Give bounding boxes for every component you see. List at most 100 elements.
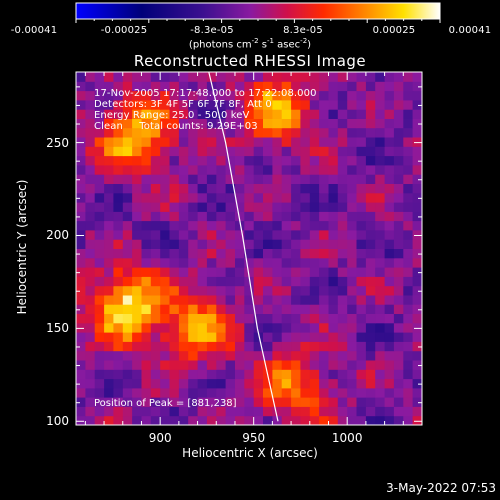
heatmap-cell	[94, 350, 105, 361]
heatmap-cell	[356, 257, 367, 268]
heatmap-cell	[281, 415, 292, 426]
heatmap-cell	[253, 406, 264, 417]
heatmap-cell	[309, 267, 320, 277]
heatmap-cell	[347, 137, 358, 147]
heatmap-cell	[160, 118, 171, 129]
heatmap-cell	[178, 239, 189, 249]
heatmap-cell	[393, 90, 404, 101]
heatmap-cell	[206, 415, 217, 426]
heatmap-cell	[94, 90, 105, 101]
heatmap-cell	[244, 220, 255, 231]
heatmap-cell	[160, 322, 171, 333]
heatmap-cell	[328, 99, 339, 110]
heatmap-cell	[206, 267, 217, 277]
heatmap-cell	[337, 174, 348, 184]
heatmap-cell	[375, 267, 386, 277]
heatmap-cell	[412, 118, 423, 129]
heatmap-cell	[188, 239, 199, 249]
heatmap-cell	[384, 211, 395, 222]
heatmap-cell	[141, 257, 152, 268]
heatmap-cell	[365, 118, 376, 129]
heatmap-cell	[225, 109, 236, 119]
heatmap-cell	[178, 146, 189, 157]
heatmap-cell	[235, 341, 245, 352]
heatmap-cell	[76, 211, 86, 222]
heatmap-cell	[178, 81, 189, 92]
heatmap-cell	[206, 360, 217, 370]
heatmap-cell	[300, 332, 311, 342]
heatmap-cell	[76, 313, 86, 324]
heatmap-cell	[225, 137, 236, 147]
heatmap-cell	[347, 118, 358, 129]
heatmap-cell	[188, 397, 199, 407]
heatmap-cell	[235, 294, 245, 305]
heatmap-cell	[412, 127, 423, 138]
heatmap-cell	[347, 90, 358, 101]
heatmap-cell	[300, 313, 311, 324]
heatmap-cell	[356, 406, 367, 417]
heatmap-cell	[169, 90, 180, 101]
heatmap-cell	[281, 164, 292, 175]
heatmap-cell	[281, 109, 292, 119]
heatmap-cell	[104, 99, 114, 110]
heatmap-cell	[188, 360, 199, 370]
heatmap-cell	[178, 109, 189, 119]
heatmap-cell	[263, 202, 273, 212]
heatmap-cell	[141, 72, 152, 82]
heatmap-cell	[403, 332, 414, 342]
heatmap-cell	[206, 313, 217, 324]
heatmap-cell	[319, 387, 329, 398]
heatmap-cell	[328, 267, 339, 277]
heatmap-cell	[150, 164, 161, 175]
heatmap-cell	[412, 378, 423, 389]
heatmap-cell	[216, 220, 227, 231]
heatmap-cell	[76, 387, 86, 398]
heatmap-cell	[272, 350, 283, 361]
heatmap-cell	[244, 109, 255, 119]
heatmap-cell	[328, 174, 339, 184]
heatmap-cell	[356, 81, 367, 92]
heatmap-cell	[281, 239, 292, 249]
heatmap-cell	[384, 341, 395, 352]
heatmap-cell	[291, 155, 301, 166]
heatmap-cell	[197, 369, 208, 380]
heatmap-cell	[122, 378, 133, 389]
heatmap-cell	[104, 406, 114, 417]
heatmap-cell	[403, 397, 414, 407]
heatmap-cell	[216, 137, 227, 147]
heatmap-cell	[225, 183, 236, 194]
heatmap-cell	[104, 397, 114, 407]
chart-title: Reconstructed RHESSI Image	[133, 52, 367, 70]
heatmap-cell	[356, 397, 367, 407]
heatmap-cell	[216, 406, 227, 417]
heatmap-cell	[309, 285, 320, 296]
heatmap-cell	[403, 202, 414, 212]
heatmap-cell	[319, 406, 329, 417]
heatmap-cell	[178, 360, 189, 370]
heatmap-cell	[225, 72, 236, 82]
heatmap-cell	[122, 220, 133, 231]
heatmap-cell	[94, 118, 105, 129]
heatmap-cell	[337, 90, 348, 101]
heatmap-cell	[94, 164, 105, 175]
heatmap-cell	[76, 220, 86, 231]
plot-frame	[75, 71, 423, 426]
heatmap-cell	[160, 369, 171, 380]
heatmap-cell	[150, 248, 161, 259]
heatmap-cell	[235, 304, 245, 314]
heatmap-cell	[216, 257, 227, 268]
heatmap-cell	[309, 220, 320, 231]
heatmap-cell	[188, 192, 199, 203]
heatmap-cell	[300, 415, 311, 426]
heatmap-cell	[150, 137, 161, 147]
heatmap-cell	[319, 369, 329, 380]
heatmap-cell	[76, 99, 86, 110]
heatmap-cell	[319, 155, 329, 166]
heatmap-cell	[356, 285, 367, 296]
heatmap-cell	[160, 267, 171, 277]
heatmap-cell	[206, 239, 217, 249]
heatmap-cell	[375, 127, 386, 138]
heatmap-cell	[76, 72, 86, 82]
heatmap-cell	[94, 183, 105, 194]
heatmap-cell	[393, 127, 404, 138]
